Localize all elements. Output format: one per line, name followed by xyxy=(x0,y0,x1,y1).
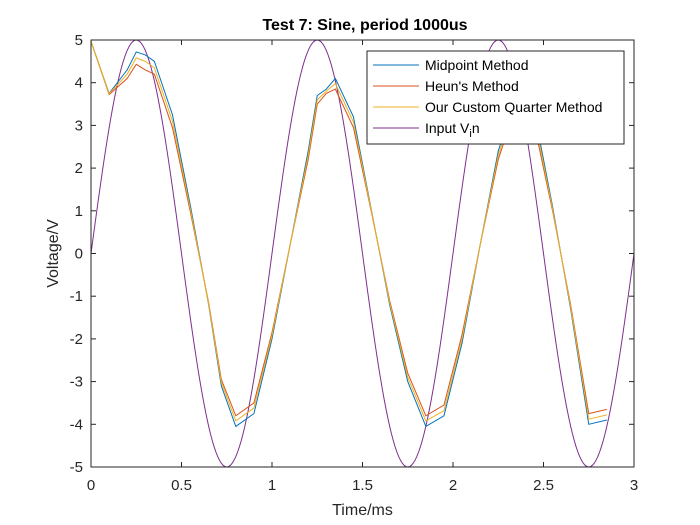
x-tick-label: 0 xyxy=(87,477,95,494)
y-tick-label: 5 xyxy=(75,32,83,49)
x-tick-label: 2 xyxy=(449,477,457,494)
y-tick-label: -1 xyxy=(70,288,83,305)
y-tick-label: -3 xyxy=(70,374,83,391)
x-axis-label: Time/ms xyxy=(332,502,393,519)
x-tick-label: 3 xyxy=(630,477,638,494)
y-tick-label: -4 xyxy=(70,416,83,433)
y-tick-label: 0 xyxy=(75,246,83,263)
series-line-input-v-in xyxy=(90,39,635,468)
y-tick-label: 1 xyxy=(75,203,83,220)
x-tick-label: 1.5 xyxy=(352,477,373,494)
x-tick-label: 0.5 xyxy=(171,477,192,494)
y-axis: 5 4 3 2 1 0 -1 -2 -3 -4 -5 xyxy=(70,32,634,476)
legend-label: Midpoint Method xyxy=(425,57,529,73)
y-tick-label: -5 xyxy=(70,459,83,476)
y-tick-label: -2 xyxy=(70,331,83,348)
x-axis: 0 0.5 1 1.5 2 2.5 3 xyxy=(87,40,638,494)
y-tick-label: 4 xyxy=(75,75,83,92)
x-tick-label: 1 xyxy=(268,477,276,494)
y-tick-label: 3 xyxy=(75,117,83,134)
chart-title: Test 7: Sine, period 1000us xyxy=(262,17,467,34)
legend-label: Input Vin xyxy=(425,120,480,140)
legend-label: Heun's Method xyxy=(425,78,519,94)
x-tick-label: 2.5 xyxy=(533,477,554,494)
legend: Midpoint Method Heun's Method Our Custom Q… xyxy=(366,50,625,145)
y-axis-label: Voltage/V xyxy=(45,219,62,288)
y-tick-label: 2 xyxy=(75,160,83,177)
legend-label: Our Custom Quarter Method xyxy=(425,99,602,115)
